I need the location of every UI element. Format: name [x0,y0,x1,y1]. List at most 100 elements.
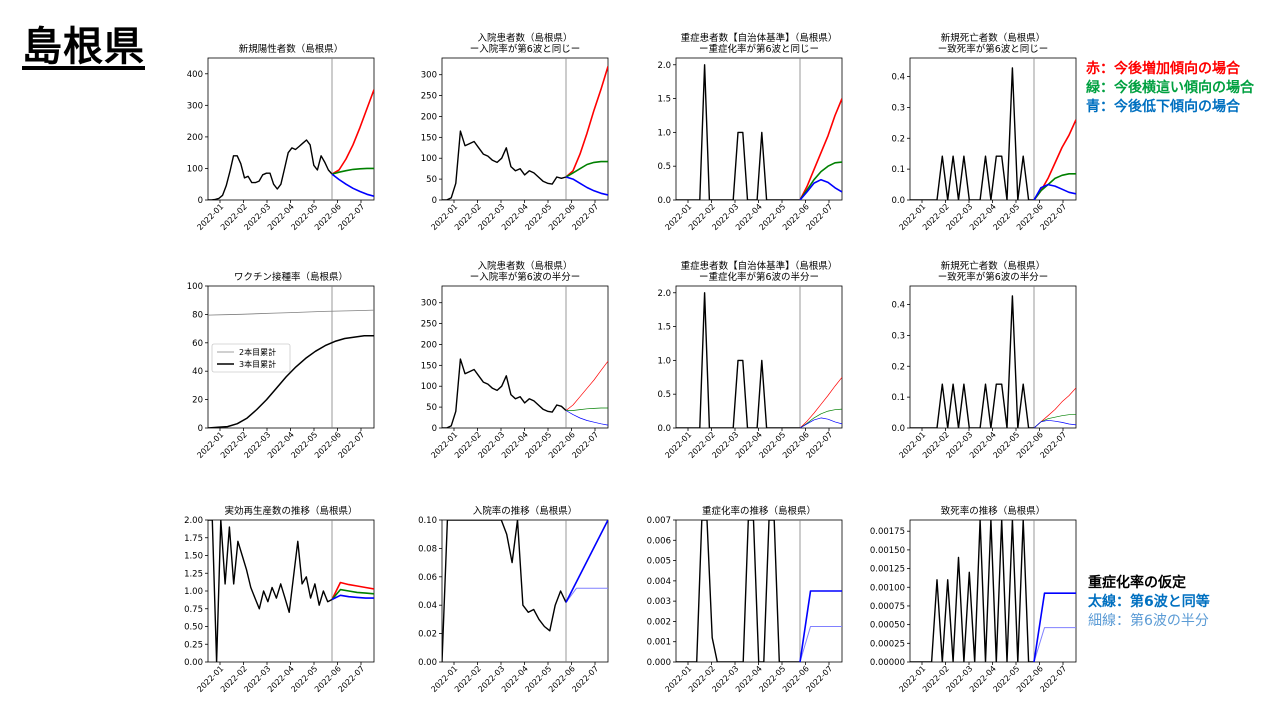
plot-frame [909,57,1077,201]
chart-title: 新規死亡者数（島根県） [941,32,1046,44]
series-increase [565,66,608,178]
chart-panel-6: 入院患者数（島根県）ー入院率が第6波の半分ー 0 50 100 150 200 250 300… [421,260,609,460]
series-decrease [565,410,608,426]
y-tick-label: 1.0 [657,356,671,366]
series-actual [442,358,567,428]
y-tick-label: 300 [187,101,203,111]
chart-panel-1: 新規陽性者数（島根県）01002003004002022-012022-0220… [187,43,375,232]
y-tick-label: 0 [198,424,203,434]
chart-title: 重症患者数【自治体基準】（島根県） [681,32,838,44]
y-tick-label: 20 [192,396,203,406]
chart-panel-9: 実効再生産数の推移（島根県） 0.00 0.25 0.50 0.75 1.00 1.25 1.… [184,505,375,694]
y-tick-label: 0 [198,196,203,206]
chart-panel-7: 重症患者数【自治体基準】（島根県）ー重症化率が第6波の半分ー 0.0 0.5 1.0 1… [657,260,843,460]
y-tick-label: 0.006 [647,536,671,546]
plot-frame [441,519,609,663]
y-tick-label: 100 [187,164,203,174]
y-tick-label: 0.1 [891,393,905,403]
y-tick-label: 0.4 [891,73,905,83]
chart-title: ー入院率が第6波の半分ー [470,271,581,283]
y-tick-label: 0.0 [657,424,671,434]
series-flat [566,407,608,411]
series-flat [331,588,374,601]
chart-title: 入院患者数（島根県） [477,260,572,272]
series-increase [331,581,374,600]
y-tick-label: 1.75 [184,534,203,544]
y-tick-label: 50 [426,175,437,185]
vaccine-legend: 2本目累計 3本目累計 [211,343,291,373]
y-tick-label: 0.4 [891,301,905,311]
series-decrease [331,173,374,197]
series-actual [676,292,800,428]
plot-frame [441,285,609,429]
chart-panel-2: 入院患者数（島根県）ー入院率が第6波と同じー 0 50 100 150 200 250 300… [421,32,609,232]
series-increase [331,89,374,175]
y-tick-label: 0.2 [891,134,905,144]
y-tick-label: 0.04 [418,601,437,611]
assumption-heading: 重症化率の仮定 [1088,575,1186,591]
chart-panel-11: 重症化率の推移（島根県） 0.000 0.001 0.002 0.003 0.004 0.0… [647,505,843,694]
assumption-thick: 太線：第6波と同等 [1088,594,1210,610]
series-dose3 [208,334,374,428]
series-increase [799,98,842,200]
plot-area [208,89,374,200]
y-tick-label: 0.007 [647,516,671,526]
scenario-legend: 赤：今後増加傾向の場合 緑：今後横這い傾向の場合 青：今後低下傾向の場合 [1086,60,1254,117]
legend-dose2-label: 2本目累計 [239,347,276,357]
y-tick-label: 0.08 [418,544,437,554]
series-flat [1033,173,1076,200]
series-thin-assumption [1033,627,1076,662]
y-tick-label: 0 [432,424,437,434]
chart-panel-5: ワクチン接種率（島根県）0204060801002022-012022-0220… [187,271,375,460]
series-thin-assumption [799,626,842,662]
chart-title: ー致死率が第6波と同じー [938,43,1049,55]
y-tick-label: 250 [421,92,437,102]
series-flat [565,160,608,178]
y-tick-label: 0.005 [647,557,671,567]
series-decrease [799,178,842,200]
legend-frame [211,343,291,373]
chart-title: ー入院率が第6波と同じー [470,43,581,55]
y-tick-label: 150 [421,361,437,371]
plot-area [910,295,1076,428]
y-tick-label: 1.0 [657,128,671,138]
y-tick-label: 0.5 [657,162,671,172]
plot-area [676,520,842,662]
y-tick-label: 80 [192,310,203,320]
series-flat [799,161,842,200]
series-increase [799,377,842,428]
series-actual [910,67,1034,200]
y-tick-label: 0.00050 [870,621,905,631]
plot-area [442,358,608,428]
plot-frame [441,57,609,201]
chart-panel-3: 重症患者数【自治体基準】（島根県）ー重症化率が第6波と同じー 0.0 0.5 1.0 1… [657,32,843,232]
y-tick-label: 0.1 [891,165,905,175]
legend-blue: 青：今後低下傾向の場合 [1086,99,1240,115]
series-actual [208,520,333,662]
y-tick-label: 2.0 [657,61,671,71]
y-tick-label: 100 [187,282,203,292]
y-tick-label: 60 [192,339,203,349]
chart-title: 実効再生産数の推移（島根県） [224,505,357,517]
y-tick-label: 0.002 [647,617,671,627]
chart-panel-4: 新規死亡者数（島根県）ー致死率が第6波と同じー0.00.10.20.30.420… [891,32,1077,232]
chart-panel-8: 新規死亡者数（島根県）ー致死率が第6波の半分ー0.00.10.20.30.420… [891,260,1077,460]
y-tick-label: 400 [187,70,203,80]
y-tick-label: 200 [421,340,437,350]
series-decrease [1033,419,1076,428]
y-tick-label: 300 [421,299,437,309]
y-tick-label: 50 [426,403,437,413]
series-actual [676,64,800,200]
chart-panel-10: 入院率の推移（島根県）0.000.020.040.060.080.102022-… [418,505,609,694]
y-tick-label: 0.75 [184,605,203,615]
chart-title: 重症化率の推移（島根県） [702,505,816,517]
y-tick-label: 0.10 [418,516,437,526]
y-tick-label: 0.06 [418,573,437,583]
chart-panel-12: 致死率の推移（島根県） 0.00000 0.00025 0.00050 0.00075 0… [870,505,1077,694]
plot-frame [675,57,843,201]
series-actual [208,139,333,200]
series-actual [910,295,1034,428]
series-decrease [1033,183,1076,200]
chart-title: 入院率の推移（島根県） [473,505,578,517]
y-tick-label: 100 [421,382,437,392]
